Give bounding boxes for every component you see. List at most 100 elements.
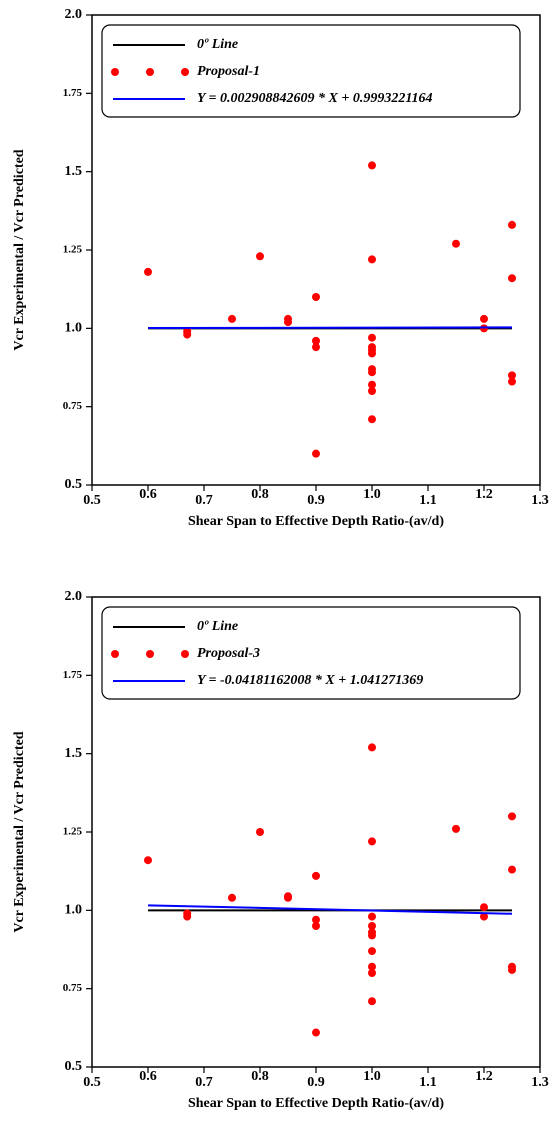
data-point [284, 892, 292, 901]
data-point [368, 837, 376, 846]
y-tick-label: 1.0 [65, 321, 83, 336]
x-tick-label: 0.9 [307, 1075, 325, 1090]
data-point [508, 377, 516, 386]
data-point [368, 997, 376, 1006]
data-point [144, 856, 152, 865]
y-tick-label: 1.25 [63, 826, 83, 838]
data-point [508, 965, 516, 974]
fit-line [147, 904, 513, 915]
data-point [256, 252, 264, 261]
y-tick-label: 1.0 [65, 903, 83, 918]
fit-line [147, 326, 513, 330]
y-tick-label: 1.5 [65, 164, 83, 179]
data-point [256, 828, 264, 836]
legend-label: 0º Line [197, 37, 238, 52]
data-point [312, 449, 320, 458]
data-point [508, 371, 516, 380]
legend-swatch [146, 650, 154, 658]
data-point [368, 962, 376, 971]
y-tick-label: 0.75 [63, 982, 83, 994]
data-point [508, 812, 516, 821]
x-tick-label: 0.8 [251, 1069, 269, 1084]
data-point [368, 333, 376, 342]
data-point [368, 380, 376, 389]
data-point [183, 327, 192, 336]
legend-label: Y = 0.002908842609 * X + 0.9993221164 [197, 91, 433, 106]
data-point [368, 947, 376, 956]
x-tick-label: 1.2 [475, 487, 493, 502]
x-tick-label: 0.8 [251, 487, 269, 502]
data-point [368, 931, 376, 940]
y-tick-label: 1.75 [63, 87, 83, 99]
data-point [508, 865, 516, 874]
x-tick-label: 0.5 [83, 493, 101, 508]
data-point [144, 267, 152, 276]
data-point [312, 336, 320, 345]
x-tick-label: 0.7 [195, 1075, 213, 1090]
data-point [312, 343, 320, 352]
x-axis-title: Shear Span to Effective Depth Ratio-(av/… [188, 514, 444, 529]
y-tick-label: 1.75 [63, 669, 83, 681]
data-point [312, 871, 320, 880]
data-point [480, 314, 488, 323]
y-axis-title: Vcr Experimental / Vcr Predicted [12, 149, 27, 350]
legend-swatch [111, 650, 119, 658]
legend-label: Proposal-3 [197, 646, 260, 661]
y-tick-label: 0.75 [63, 400, 83, 412]
data-point [452, 239, 460, 248]
x-tick-label: 1.1 [419, 1075, 437, 1090]
data-point [368, 743, 376, 752]
x-tick-label: 1.2 [475, 1069, 493, 1084]
data-point [183, 912, 192, 921]
x-tick-label: 1.0 [363, 487, 381, 502]
x-tick-label: 1.0 [363, 1069, 381, 1084]
data-point [368, 969, 376, 977]
legend-label: Proposal-1 [197, 64, 260, 79]
data-point [228, 893, 236, 902]
data-point [284, 318, 292, 327]
legend-box [101, 24, 521, 118]
y-axis-title: Vcr Experimental / Vcr Predicted [12, 731, 27, 932]
data-point [508, 274, 516, 283]
y-tick-label: 2.0 [65, 589, 83, 604]
legend-label: 0º Line [197, 619, 238, 634]
y-tick-label: 0.5 [65, 477, 83, 492]
legend-swatch [146, 68, 154, 76]
data-point [368, 368, 376, 377]
chart: 0.5 0.6 0.7 0.8 0.9 1.0 1.1 1.2 1.3 0.5 0.75 1.0 1.2… [12, 7, 549, 529]
data-point [480, 903, 488, 912]
x-tick-label: 0.6 [139, 487, 157, 502]
legend-swatch [181, 68, 189, 76]
data-point [312, 922, 320, 930]
data-point [508, 220, 516, 229]
data-point [480, 912, 488, 921]
x-tick-label: 0.7 [195, 493, 213, 508]
data-point [228, 314, 236, 323]
data-point [368, 922, 376, 930]
x-tick-label: 1.3 [531, 493, 549, 508]
legend-box [101, 606, 521, 700]
y-tick-label: 1.25 [63, 244, 83, 256]
legend-swatch [181, 650, 189, 658]
y-tick-label: 2.0 [65, 7, 83, 22]
y-tick-label: 0.5 [65, 1059, 83, 1074]
data-point [312, 915, 320, 924]
data-point [368, 255, 376, 264]
y-tick-label: 1.5 [65, 746, 83, 761]
x-tick-label: 0.6 [139, 1069, 157, 1084]
x-tick-label: 1.3 [531, 1075, 549, 1090]
data-point [312, 1028, 320, 1037]
x-tick-label: 0.9 [307, 493, 325, 508]
data-point [368, 387, 376, 395]
data-point [312, 293, 320, 301]
x-tick-label: 1.1 [419, 493, 437, 508]
legend-swatch [111, 68, 119, 76]
data-point [452, 824, 460, 833]
data-point [368, 415, 376, 424]
data-point [368, 161, 376, 170]
chart: 0.5 0.6 0.7 0.8 0.9 1.0 1.1 1.2 1.3 0.5 0.75 1.0 1.2… [12, 589, 549, 1111]
legend-label: Y = -0.04181162008 * X + 1.041271369 [197, 673, 423, 688]
data-point [368, 349, 376, 358]
data-point [368, 912, 376, 921]
